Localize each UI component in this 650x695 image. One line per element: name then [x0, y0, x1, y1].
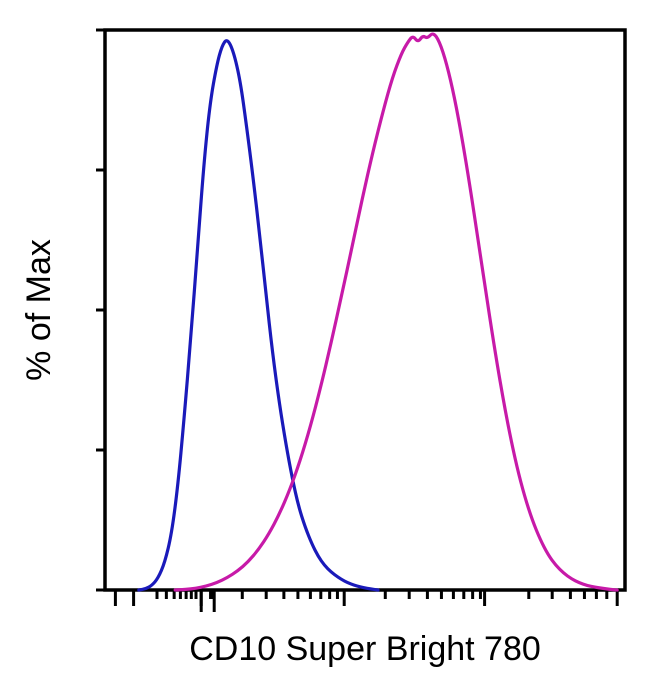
flow-histogram-chart: % of Max CD10 Super Bright 780 — [0, 0, 650, 695]
x-axis-label: CD10 Super Bright 780 — [189, 630, 541, 668]
y-axis-label: % of Max — [20, 239, 58, 381]
